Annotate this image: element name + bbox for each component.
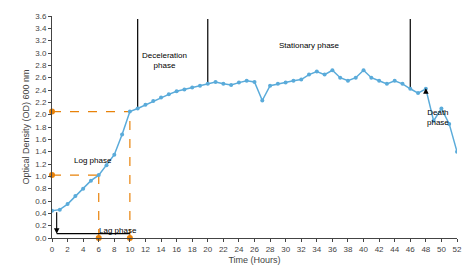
svg-text:40: 40	[359, 245, 368, 254]
svg-text:14: 14	[157, 245, 166, 254]
svg-text:10: 10	[125, 245, 134, 254]
svg-text:24: 24	[234, 245, 243, 254]
svg-text:2.8: 2.8	[35, 61, 47, 70]
svg-text:1.2: 1.2	[35, 160, 47, 169]
svg-text:2.0: 2.0	[35, 110, 47, 119]
svg-text:28: 28	[266, 245, 275, 254]
svg-text:52: 52	[453, 245, 462, 254]
svg-text:0.2: 0.2	[35, 221, 47, 230]
svg-text:3.6: 3.6	[35, 12, 47, 21]
svg-text:1.0: 1.0	[35, 172, 47, 181]
svg-text:Lag phase: Lag phase	[99, 226, 137, 235]
svg-text:50: 50	[437, 245, 446, 254]
svg-text:Time (Hours): Time (Hours)	[228, 255, 280, 265]
svg-text:0.0: 0.0	[35, 234, 47, 243]
svg-text:Stationary phase: Stationary phase	[279, 41, 340, 50]
svg-text:2.2: 2.2	[35, 98, 47, 107]
svg-text:2.6: 2.6	[35, 73, 47, 82]
svg-text:2.4: 2.4	[35, 86, 47, 95]
svg-text:Optical Density (OD) 600 nm: Optical Density (OD) 600 nm	[21, 69, 31, 184]
svg-text:2: 2	[65, 245, 70, 254]
svg-text:1.4: 1.4	[35, 147, 47, 156]
svg-text:1.8: 1.8	[35, 123, 47, 132]
svg-text:42: 42	[375, 245, 384, 254]
svg-text:Log phase: Log phase	[74, 156, 112, 165]
svg-text:8: 8	[112, 245, 117, 254]
svg-text:30: 30	[281, 245, 290, 254]
svg-text:0: 0	[50, 245, 55, 254]
svg-text:22: 22	[219, 245, 228, 254]
svg-text:20: 20	[203, 245, 212, 254]
svg-text:12: 12	[141, 245, 150, 254]
svg-text:Deathphase: Deathphase	[427, 108, 449, 127]
svg-text:0.8: 0.8	[35, 184, 47, 193]
svg-text:6: 6	[97, 245, 102, 254]
svg-text:0.6: 0.6	[35, 197, 47, 206]
svg-text:36: 36	[328, 245, 337, 254]
svg-text:38: 38	[344, 245, 353, 254]
svg-text:0.4: 0.4	[35, 209, 47, 218]
svg-text:18: 18	[188, 245, 197, 254]
svg-text:1.6: 1.6	[35, 135, 47, 144]
svg-text:3.4: 3.4	[35, 24, 47, 33]
svg-text:48: 48	[421, 245, 430, 254]
svg-text:4: 4	[81, 245, 86, 254]
svg-text:3.2: 3.2	[35, 36, 47, 45]
svg-text:26: 26	[250, 245, 259, 254]
svg-text:32: 32	[297, 245, 306, 254]
svg-text:46: 46	[406, 245, 415, 254]
svg-text:34: 34	[312, 245, 321, 254]
svg-text:3.0: 3.0	[35, 49, 47, 58]
svg-text:16: 16	[172, 245, 181, 254]
svg-text:Decelerationphase: Decelerationphase	[142, 51, 187, 70]
svg-text:44: 44	[390, 245, 399, 254]
